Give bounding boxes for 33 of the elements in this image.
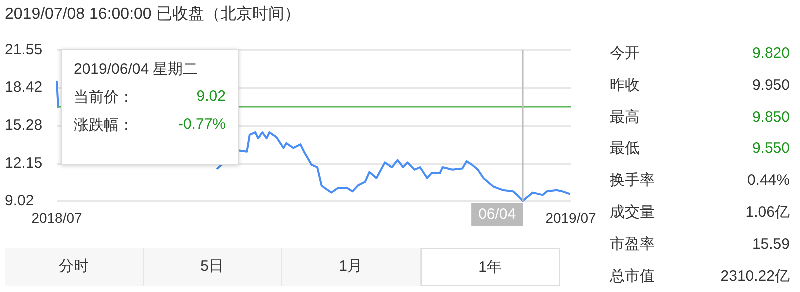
- x-tick-label: 2018/07: [32, 210, 83, 226]
- annotation: 2019/06/04 星期二: [74, 60, 200, 79]
- y-tick-label: 18.42: [5, 79, 43, 96]
- text: 1.06亿: [746, 204, 790, 221]
- y-tick-label: 21.55: [5, 42, 43, 58]
- annotation: 当前价：: [74, 88, 134, 107]
- category-label: 成交量: [610, 202, 655, 223]
- y-tick-label: 15.28: [5, 117, 43, 134]
- y-tick-label: 12.15: [5, 154, 43, 172]
- tab-button: 1年: [420, 248, 560, 286]
- x-tick-label: 2019/07: [546, 210, 597, 226]
- text: 2310.22亿: [720, 268, 790, 285]
- text: 0.44%: [747, 172, 790, 190]
- category-label: 换手率: [610, 171, 655, 192]
- text: 9.820: [752, 45, 790, 62]
- tab-button: 分时: [5, 248, 144, 286]
- annotation: 涨跌幅：: [74, 116, 134, 135]
- chart-title: 2019/07/08 16:00:00 已收盘（北京时间）: [5, 4, 300, 25]
- text: 9.950: [752, 76, 790, 94]
- text: 9.850: [752, 108, 790, 126]
- category-label: 最高: [610, 108, 640, 128]
- text: 15.59: [752, 236, 790, 253]
- category-label: 市盈率: [610, 234, 655, 255]
- category-label: 今开: [610, 44, 640, 64]
- y-tick-label: 9.02: [5, 192, 34, 210]
- category-label: 最低: [610, 139, 640, 160]
- ref-line-label: 06/04: [478, 206, 516, 223]
- category-label: 昨收: [610, 76, 640, 96]
- annotation: -0.77%: [178, 116, 226, 135]
- annotation: 9.02: [196, 88, 226, 107]
- tab-button: 5日: [144, 248, 282, 286]
- text: 9.550: [752, 140, 790, 158]
- category-label: 总市值: [610, 266, 655, 287]
